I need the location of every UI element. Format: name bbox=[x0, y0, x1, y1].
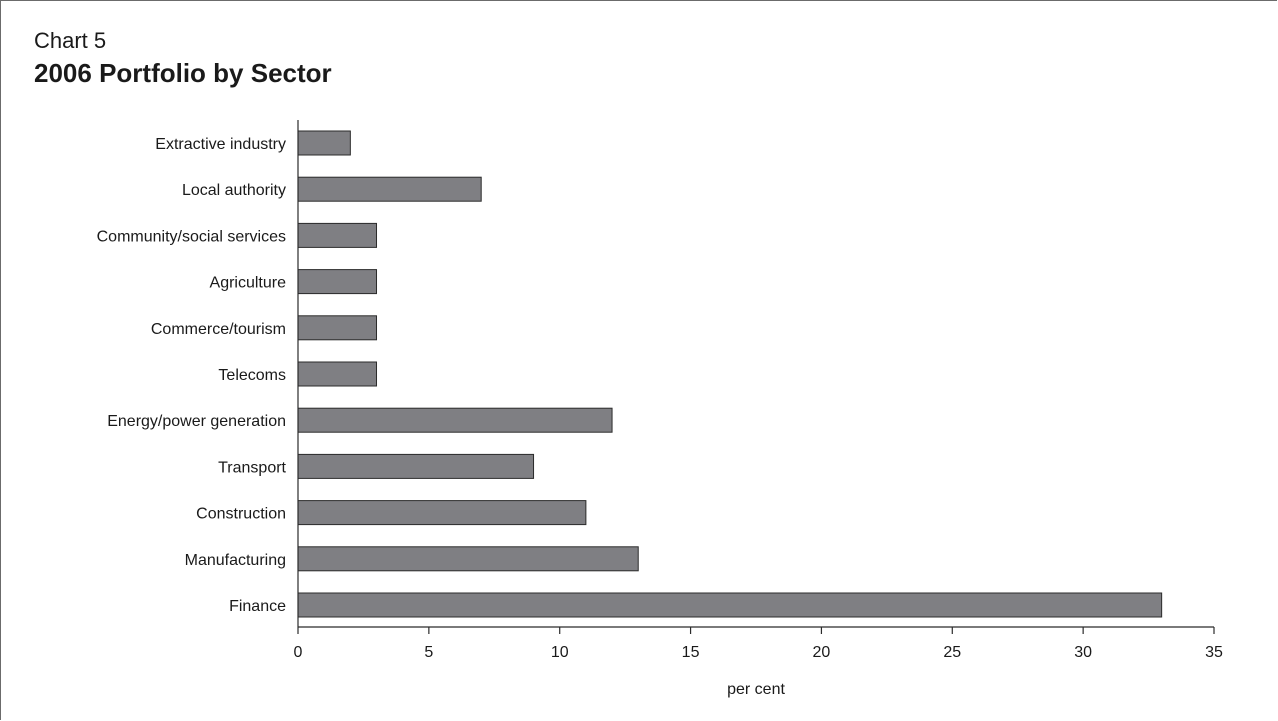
x-tick-label: 25 bbox=[943, 644, 961, 661]
bar-agriculture bbox=[297, 269, 378, 295]
bars-group bbox=[297, 130, 1163, 618]
x-tick-label: 20 bbox=[813, 644, 831, 661]
category-label: Community/social services bbox=[97, 228, 286, 245]
category-label: Energy/power generation bbox=[107, 413, 286, 430]
category-label: Construction bbox=[196, 506, 286, 523]
x-tick-label: 15 bbox=[682, 644, 700, 661]
bar-extractive-industry bbox=[297, 130, 351, 156]
x-tick-label: 35 bbox=[1205, 644, 1223, 661]
bar-telecoms bbox=[297, 361, 378, 387]
category-label: Transport bbox=[218, 459, 286, 476]
category-label: Extractive industry bbox=[155, 136, 286, 153]
category-label: Agriculture bbox=[210, 275, 287, 292]
category-label: Local authority bbox=[182, 182, 286, 199]
x-tick-label: 30 bbox=[1074, 644, 1092, 661]
x-tick-label: 10 bbox=[551, 644, 569, 661]
chart-title: 2006 Portfolio by Sector bbox=[34, 58, 332, 88]
x-tick-label: 5 bbox=[424, 644, 433, 661]
bar-finance bbox=[297, 592, 1163, 618]
x-ticks: 0 5 10 15 20 25 30 35 bbox=[294, 627, 1223, 661]
bar-community-social-services bbox=[297, 222, 378, 248]
bar-commerce-tourism bbox=[297, 315, 378, 341]
chart-number: Chart 5 bbox=[34, 28, 107, 53]
category-label: Telecoms bbox=[218, 367, 286, 384]
category-label: Manufacturing bbox=[185, 552, 286, 569]
bar-construction bbox=[297, 500, 587, 526]
category-labels: Extractive industry Local authority Commun… bbox=[97, 136, 287, 615]
bar-local-authority bbox=[297, 176, 482, 202]
category-label: Commerce/tourism bbox=[151, 321, 286, 338]
bar-manufacturing bbox=[297, 546, 639, 572]
category-label: Finance bbox=[229, 598, 286, 615]
x-tick-label: 0 bbox=[294, 644, 303, 661]
x-axis-label: per cent bbox=[727, 681, 785, 698]
bar-transport bbox=[297, 453, 535, 479]
bar-energy-power-generation bbox=[297, 407, 613, 433]
